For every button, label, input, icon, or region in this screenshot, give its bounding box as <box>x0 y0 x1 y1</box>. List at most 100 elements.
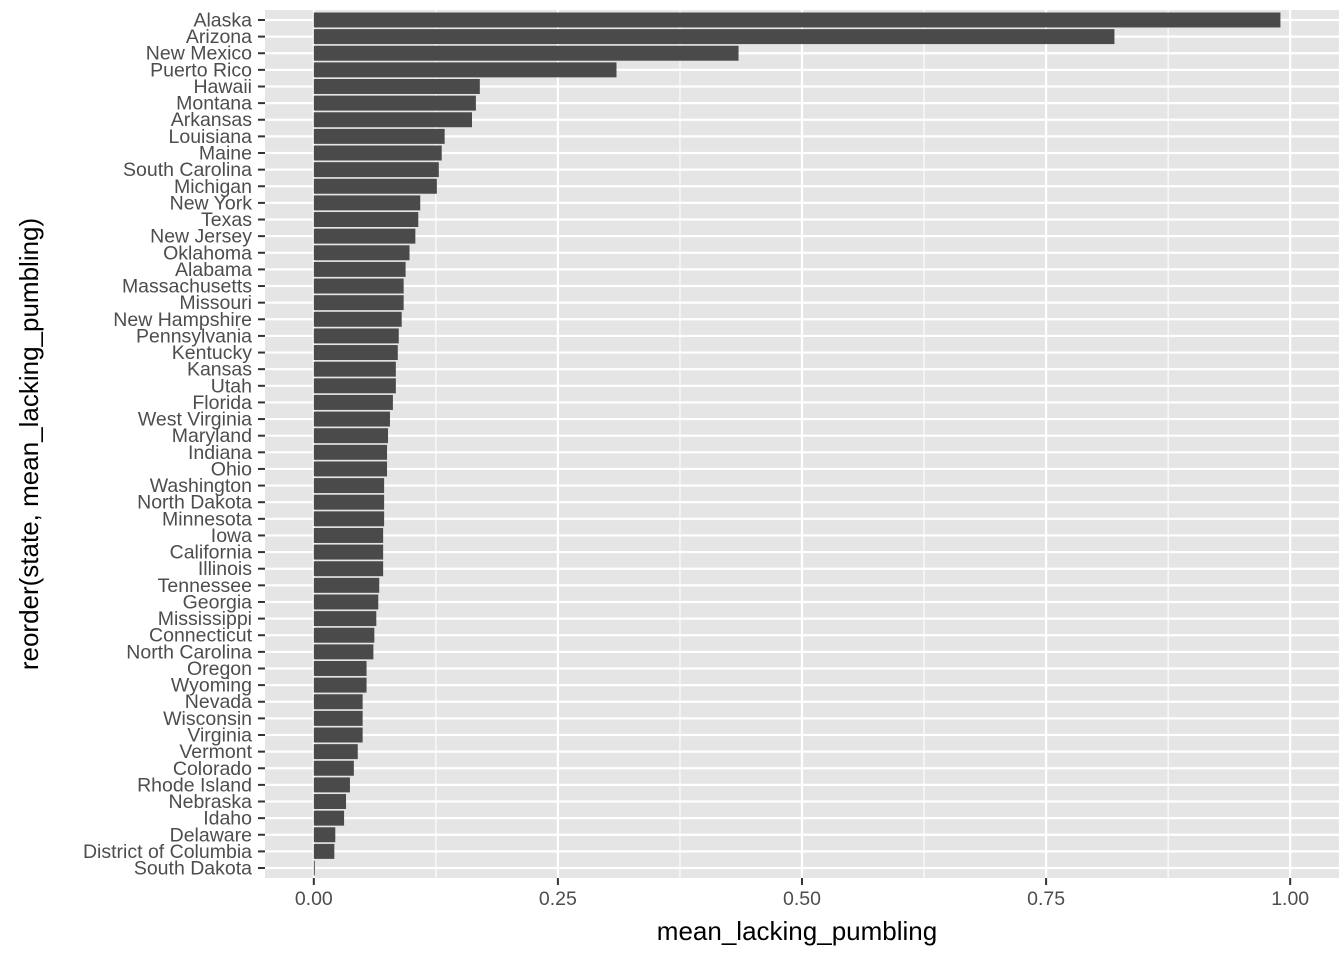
bar <box>313 461 388 477</box>
x-tick-label: 0.25 <box>539 888 577 910</box>
bar <box>313 661 367 676</box>
bar <box>313 744 358 760</box>
bar <box>313 860 315 876</box>
y-tick-label: Colorado <box>173 758 252 780</box>
y-tick-label: Puerto Rico <box>150 59 252 81</box>
bar <box>313 544 384 560</box>
bar <box>313 261 406 277</box>
y-tick-label: Florida <box>192 392 252 414</box>
bar <box>313 810 345 826</box>
bar <box>313 727 363 743</box>
y-tick-label: Alabama <box>175 259 252 281</box>
x-axis-title: mean_lacking_pumbling <box>657 916 937 946</box>
bar <box>313 79 480 94</box>
y-tick-label: Utah <box>211 375 252 397</box>
bar <box>313 411 390 427</box>
y-tick-label: New York <box>170 192 253 214</box>
bar <box>313 710 363 726</box>
y-tick-label: Maryland <box>172 425 252 447</box>
bar <box>313 328 399 344</box>
bar <box>313 677 367 693</box>
bar <box>313 760 354 776</box>
bar <box>313 112 472 128</box>
y-tick-label: Oregon <box>187 658 252 680</box>
bar <box>313 594 379 610</box>
bar <box>313 345 398 361</box>
bar <box>313 311 402 327</box>
y-tick-label: Wyoming <box>171 675 252 697</box>
y-tick-label: California <box>170 542 253 564</box>
bar <box>313 162 439 178</box>
x-tick-label: 0.00 <box>295 888 333 910</box>
x-tick-label: 0.50 <box>783 888 821 910</box>
y-tick-label: Indiana <box>188 442 252 464</box>
bar <box>313 478 385 494</box>
bar <box>313 278 404 294</box>
y-tick-label: South Carolina <box>123 159 252 181</box>
y-tick-label: Iowa <box>211 525 252 547</box>
bar <box>313 245 410 261</box>
bar <box>313 644 374 660</box>
y-tick-label: Hawaii <box>193 76 252 98</box>
bar <box>313 12 1281 28</box>
y-tick-label: Nebraska <box>169 791 253 813</box>
x-axis-ticks: 0.00 0.25 0.50 0.75 1.00 <box>295 878 1309 910</box>
y-tick-label: Montana <box>176 93 252 115</box>
bar <box>313 29 1115 45</box>
bar <box>313 212 419 227</box>
y-tick-label: Alaska <box>193 9 252 31</box>
bar <box>313 361 396 377</box>
y-tick-label: Texas <box>201 209 252 231</box>
y-tick-label: Georgia <box>183 591 253 613</box>
y-axis-title: reorder(state, mean_lacking_pumbling) <box>14 218 44 670</box>
bar <box>313 95 476 111</box>
y-tick-label: Minnesota <box>162 508 252 530</box>
bar <box>313 295 404 311</box>
y-tick-label: Massachusetts <box>122 276 252 298</box>
y-tick-label: Kentucky <box>172 342 252 364</box>
y-tick-label: Vermont <box>179 741 252 763</box>
y-tick-label: Arkansas <box>171 109 253 131</box>
y-tick-label: Maine <box>199 143 252 165</box>
bar <box>313 394 393 410</box>
bar <box>313 627 375 643</box>
y-tick-label: Delaware <box>170 824 252 846</box>
bar <box>313 378 396 394</box>
y-tick-label: Kansas <box>187 359 252 381</box>
y-tick-label: North Carolina <box>126 641 252 663</box>
y-tick-label: Pennsylvania <box>136 325 252 347</box>
y-tick-label: New Jersey <box>150 226 252 248</box>
bar <box>313 843 335 859</box>
y-tick-label: South Dakota <box>134 858 252 880</box>
y-tick-label: Mississippi <box>158 608 252 630</box>
y-tick-label: Washington <box>150 475 252 497</box>
y-tick-label: Louisiana <box>169 126 253 148</box>
y-tick-label: Arizona <box>186 26 252 48</box>
x-tick-label: 1.00 <box>1271 888 1309 910</box>
y-tick-label: Michigan <box>174 176 252 198</box>
bar <box>313 62 617 78</box>
bar <box>313 444 388 460</box>
y-tick-label: North Dakota <box>137 492 252 514</box>
bar <box>313 128 445 144</box>
y-tick-label: Illinois <box>198 558 252 580</box>
bar <box>313 228 416 244</box>
y-tick-label: Connecticut <box>149 625 253 647</box>
bar <box>313 527 384 543</box>
bar <box>313 577 380 593</box>
x-tick-label: 0.75 <box>1027 888 1065 910</box>
bar <box>313 195 421 211</box>
bar <box>313 428 389 444</box>
y-tick-label: District of Columbia <box>83 841 252 863</box>
y-tick-label: Missouri <box>179 292 252 314</box>
bar <box>313 794 347 809</box>
y-tick-label: Rhode Island <box>137 774 252 796</box>
y-tick-label: New Hampshire <box>113 309 252 331</box>
bars <box>313 12 1281 876</box>
bar <box>313 827 336 843</box>
bar <box>313 145 442 161</box>
bar <box>313 178 437 194</box>
